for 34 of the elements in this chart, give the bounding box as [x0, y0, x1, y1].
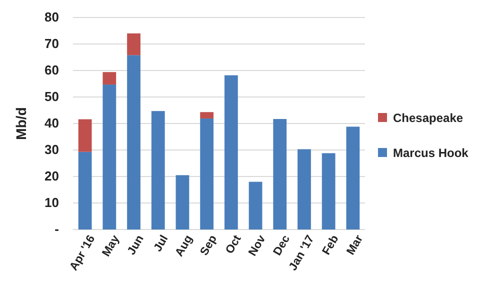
bar — [78, 119, 92, 152]
bar — [248, 182, 262, 230]
x-tick-label: Feb — [320, 233, 342, 258]
legend-label: Marcus Hook — [393, 146, 469, 160]
bar — [200, 118, 214, 230]
y-tick-label: 50 — [44, 89, 59, 104]
x-tick-label: Oct — [224, 233, 244, 256]
bar — [102, 84, 116, 230]
bar — [298, 149, 311, 230]
bar — [102, 72, 116, 85]
bar — [322, 153, 336, 230]
x-tick-label: Sep — [198, 233, 220, 258]
bar — [273, 118, 287, 230]
bar — [151, 111, 165, 230]
bar — [78, 152, 92, 230]
bar — [200, 112, 214, 118]
y-tick-label: 40 — [44, 116, 59, 131]
bar — [224, 75, 238, 230]
y-tick-label: - — [54, 222, 59, 237]
y-axis-title: Mb/d — [13, 107, 29, 140]
bar — [127, 55, 140, 230]
bar — [346, 126, 360, 230]
y-tick-label: 60 — [44, 62, 59, 78]
bar — [176, 175, 190, 230]
y-tick-label: 70 — [44, 36, 59, 52]
legend-label: Chesapeake — [393, 111, 464, 126]
bar — [127, 33, 140, 56]
x-tick-label: Jul — [152, 233, 171, 254]
y-tick-label: 10 — [44, 195, 59, 210]
x-tick-label: Dec — [272, 232, 293, 258]
x-tick-label: Jun — [126, 233, 146, 258]
y-tick-label: 30 — [44, 142, 59, 158]
y-tick-label: 80 — [44, 10, 59, 25]
y-tick-label: 20 — [44, 168, 59, 184]
